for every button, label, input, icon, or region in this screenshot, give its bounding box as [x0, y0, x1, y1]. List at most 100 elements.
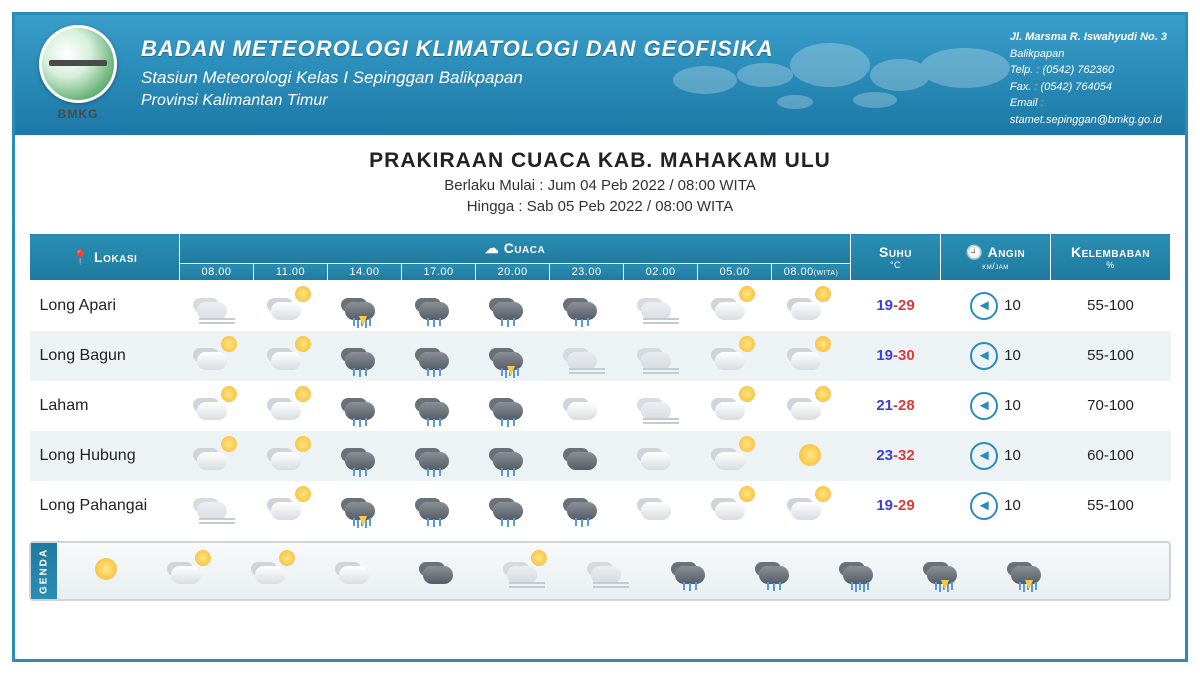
- legend-item: [925, 550, 969, 591]
- contact-phone: Telp. : (0542) 762360: [1010, 62, 1167, 79]
- cell-weather: [624, 481, 698, 531]
- cell-weather: [180, 431, 254, 481]
- legend-item: [1009, 550, 1053, 591]
- legend-strip: GENDA: [29, 541, 1171, 601]
- th-hour: 23.00: [550, 264, 624, 281]
- cell-weather: [180, 381, 254, 431]
- cell-weather: [254, 481, 328, 531]
- weather-fog-icon: [639, 286, 683, 322]
- cell-temp: 19-30: [851, 331, 941, 381]
- weather-partly-icon: [713, 286, 757, 322]
- cell-weather: [328, 481, 402, 531]
- legend-item: [169, 550, 213, 591]
- cell-weather: [550, 381, 624, 431]
- weather-dark-icon: [421, 550, 465, 586]
- weather-partly-icon: [789, 486, 833, 522]
- page: BMKG BADAN METEOROLOGI KLIMATOLOGI DAN G…: [12, 12, 1188, 662]
- indonesia-map-icon: [665, 20, 1045, 130]
- table-body: Long Apari19-29◄1055-100Long Bagun19-30◄…: [30, 281, 1171, 531]
- legend-item: [253, 550, 297, 591]
- compass-icon: ◄: [970, 342, 998, 370]
- weather-partly-icon: [789, 286, 833, 322]
- weather-fog-icon: [195, 286, 239, 322]
- cell-weather: [476, 431, 550, 481]
- weather-dark-icon: [565, 436, 609, 472]
- th-hour: 11.00: [254, 264, 328, 281]
- cell-weather: [402, 281, 476, 331]
- cell-weather: [476, 481, 550, 531]
- cell-weather: [550, 281, 624, 331]
- table-row: Long Pahangai19-29◄1055-100: [30, 481, 1171, 531]
- weather-rain-icon: [417, 336, 461, 372]
- th-hour: 14.00: [328, 264, 402, 281]
- weather-partly-icon: [195, 336, 239, 372]
- cell-wind: ◄10: [941, 381, 1051, 431]
- th-kelembaban: Kelembaban%: [1051, 234, 1171, 281]
- weather-cloud-icon: [639, 436, 683, 472]
- cell-weather: [476, 381, 550, 431]
- weather-fog-icon: [195, 486, 239, 522]
- legend-item: [757, 550, 801, 591]
- cell-weather: [402, 381, 476, 431]
- weather-rain-icon: [491, 486, 535, 522]
- weather-rain-icon: [491, 386, 535, 422]
- weather-rain-icon: [565, 286, 609, 322]
- weather-rain-icon: [343, 336, 387, 372]
- compass-icon: ◄: [970, 442, 998, 470]
- cell-weather: [698, 381, 772, 431]
- weather-rain-icon: [417, 486, 461, 522]
- legend-item: [673, 550, 717, 591]
- weather-cloud-icon: [639, 486, 683, 522]
- cell-humidity: 60-100: [1051, 431, 1171, 481]
- weather-partly-icon: [789, 386, 833, 422]
- cell-temp: 21-28: [851, 381, 941, 431]
- weather-sunny-icon: [85, 550, 129, 586]
- weather-partly-icon: [713, 436, 757, 472]
- cell-weather: [328, 431, 402, 481]
- cell-weather: [772, 331, 851, 381]
- cell-weather: [624, 281, 698, 331]
- header-banner: BMKG BADAN METEOROLOGI KLIMATOLOGI DAN G…: [15, 15, 1185, 135]
- weather-fog-icon: [589, 550, 633, 586]
- cell-weather: [328, 331, 402, 381]
- weather-partly-icon: [713, 486, 757, 522]
- cell-wind: ◄10: [941, 481, 1051, 531]
- cell-weather: [180, 481, 254, 531]
- cell-weather: [698, 481, 772, 531]
- bmkg-logo-icon: [39, 25, 117, 103]
- compass-icon: ◄: [970, 492, 998, 520]
- cell-weather: [772, 381, 851, 431]
- cell-weather: [328, 281, 402, 331]
- forecast-title: PRAKIRAAN CUACA KAB. MAHAKAM ULU: [15, 149, 1185, 173]
- weather-partly-icon: [789, 336, 833, 372]
- contact-email-label: Email :: [1010, 95, 1167, 112]
- weather-rain-icon: [417, 386, 461, 422]
- cell-weather: [328, 381, 402, 431]
- cell-weather: [476, 331, 550, 381]
- legend-item: [337, 550, 381, 591]
- weather-rain-icon: [417, 286, 461, 322]
- weather-fog-icon: [639, 386, 683, 422]
- cell-weather: [624, 331, 698, 381]
- compass-icon: ◄: [970, 392, 998, 420]
- weather-rain-icon: [491, 436, 535, 472]
- cell-lokasi: Long Bagun: [30, 331, 180, 381]
- th-hour: 08.00: [180, 264, 254, 281]
- cell-humidity: 55-100: [1051, 281, 1171, 331]
- weather-rain-icon: [343, 386, 387, 422]
- legend-item: [589, 550, 633, 591]
- cell-lokasi: Long Apari: [30, 281, 180, 331]
- cell-wind: ◄10: [941, 431, 1051, 481]
- weather-partly-icon: [169, 550, 213, 586]
- weather-storm-icon: [925, 550, 969, 586]
- weather-rain-icon: [343, 436, 387, 472]
- cell-weather: [772, 281, 851, 331]
- contact-addr2: Balikpapan: [1010, 46, 1167, 63]
- weather-rain-icon: [565, 486, 609, 522]
- table-row: Laham21-28◄1070-100: [30, 381, 1171, 431]
- th-hour: 17.00: [402, 264, 476, 281]
- weather-storm-icon: [343, 486, 387, 522]
- weather-rain-icon: [757, 550, 801, 586]
- logo-label: BMKG: [58, 107, 99, 121]
- cell-weather: [772, 431, 851, 481]
